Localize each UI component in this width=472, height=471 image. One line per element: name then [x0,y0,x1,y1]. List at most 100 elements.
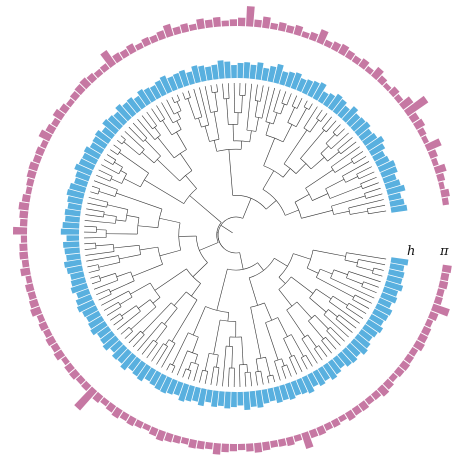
h-bar [267,65,277,83]
tree-branch [119,296,133,305]
tree-arc [139,149,145,156]
pi-bar [19,243,28,252]
tree-branch [141,339,154,355]
pi-bar [270,22,279,31]
tree-branch [362,182,379,189]
h-bar [115,104,132,122]
tree-arc [172,118,181,124]
pi-bar [403,353,415,364]
h-bar [332,99,347,115]
tree-branch [210,85,213,93]
tree-branch [139,246,158,251]
tree-branch [291,334,304,357]
h-bar [192,386,201,402]
pi-bar [19,210,29,219]
tree-branch [226,98,229,125]
pi-bar [413,118,426,130]
h-bar [62,222,80,229]
tree-branch [154,127,161,136]
pi-bar [21,259,30,268]
h-bar [255,390,264,408]
pi-bar [421,135,429,145]
tree-arc [321,337,326,341]
h-bar [374,155,390,167]
tree-branch [123,178,141,188]
pi-bar [270,439,279,448]
tree-branch [87,202,107,208]
tree-arc [287,122,297,128]
tree-branch [96,174,111,182]
pi-bar [26,169,37,179]
tree-branch [322,116,332,129]
tree-branch [312,249,346,257]
tree-branch [368,210,387,215]
tree-branch [254,100,259,117]
h-bar [307,372,319,387]
tree-arc [136,305,141,312]
tree-arc [360,183,363,189]
pi-bar [119,411,130,422]
tree-branch [249,372,252,387]
tree-branch [356,266,374,272]
tree-branch [171,299,198,342]
tree-arc [292,105,298,109]
tree-arc [202,369,208,372]
tree-branch [257,262,264,271]
tree-arc [188,332,199,338]
pi-bar [212,442,221,455]
tree-branch [300,129,325,159]
pi-bar [86,72,98,84]
h-bar [66,265,84,275]
h-bar [133,95,146,110]
tree-arc [345,303,350,308]
tree-branch [303,100,308,107]
tree-branch [132,264,163,277]
tree-branch [373,267,384,271]
h-bar [377,160,396,173]
pi-bar [74,84,86,96]
tree-branch [113,244,140,249]
tree-branch [296,97,303,109]
tree-branch [291,95,298,107]
tree-branch [283,129,308,165]
tree-arc [153,339,158,344]
tree-branch [337,137,353,151]
tree-branch [193,88,203,118]
h-bar [136,364,151,382]
tree-arc [118,302,122,307]
h-bar [159,75,173,94]
pi-bar [393,94,404,104]
tree-branch [239,252,244,270]
tree-branch [267,376,270,384]
h-bar [365,319,384,334]
pi-bar [330,417,341,428]
tree-arc [119,313,124,319]
tree-branch [330,327,345,342]
tree-branch [305,355,313,367]
tree-branch [274,257,288,267]
tree-arc [109,176,113,182]
tree-branch [318,345,328,357]
inner-ring-label: h [407,244,415,259]
tree-branch [360,176,377,185]
tree-branch [216,367,220,386]
tree-branch [106,154,116,161]
tree-branch [176,131,187,150]
tree-arc [325,143,332,150]
h-bar [382,286,399,297]
tree-arc [103,211,105,218]
tree-branch [348,302,367,314]
h-bar [69,182,87,193]
tree-branch [110,313,121,321]
tree-branch [242,198,252,219]
tree-arc [335,314,340,319]
tree-branch [177,112,181,120]
tree-branch [187,90,191,98]
tree-branch [95,244,114,247]
pi-bar [364,395,375,405]
tree-branch [244,372,247,387]
tree-branch [213,111,220,140]
pi-bar [424,318,434,328]
pi-bar [364,65,374,75]
tree-branch [142,302,172,334]
